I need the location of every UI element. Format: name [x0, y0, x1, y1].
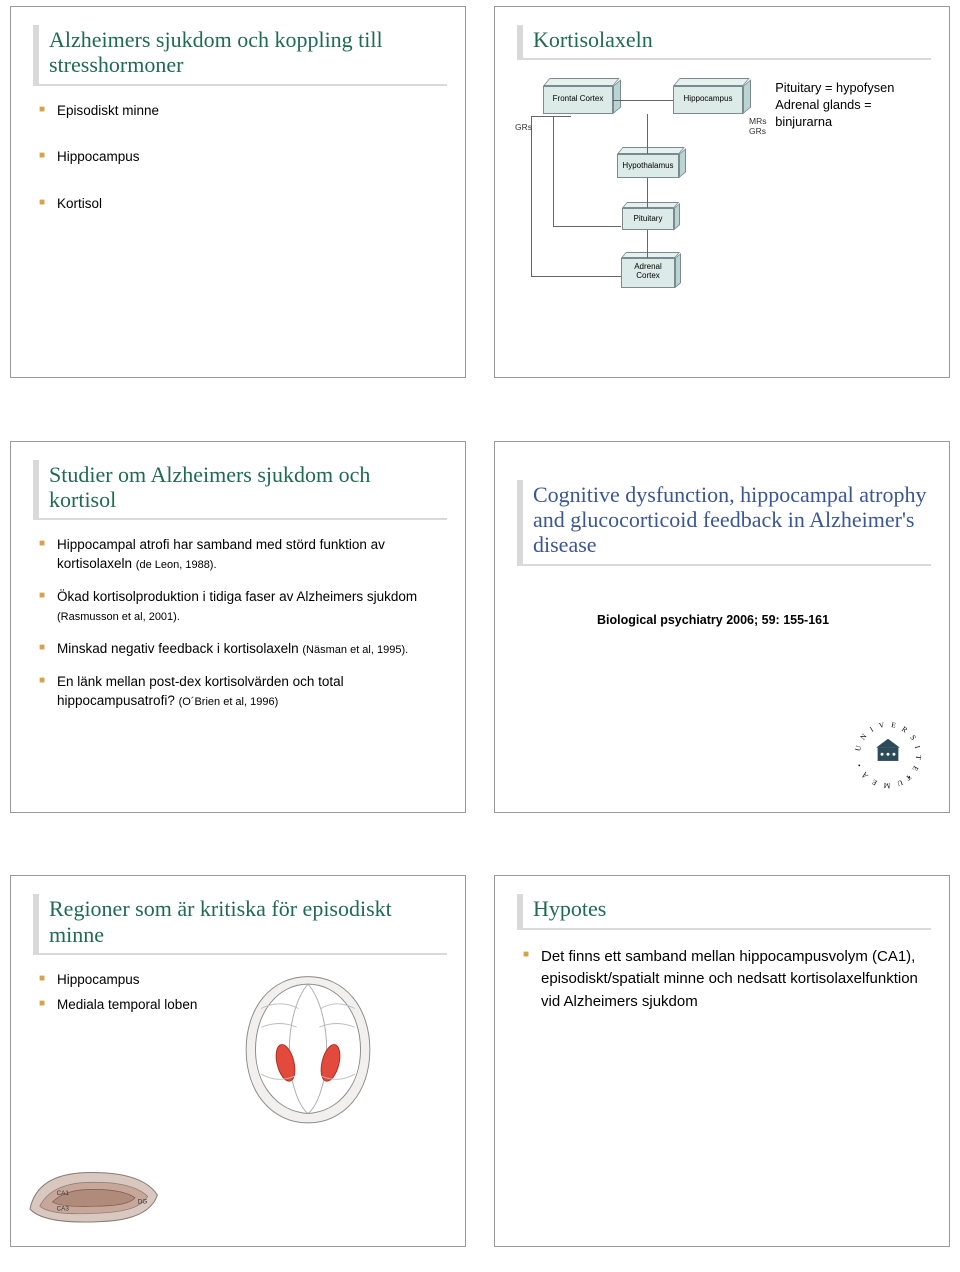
slide-body: Hippocampal atrofi har samband med störd…	[33, 536, 447, 724]
slide-body: Frontal Cortex Hippocampus Hypothalamus	[517, 76, 931, 300]
svg-text:• U M E Å •: • U M E Å •	[854, 760, 913, 790]
slide-title: Studier om Alzheimers sjukdom och kortis…	[49, 462, 443, 513]
bullet-item: Det finns ett samband mellan hippocampus…	[523, 946, 931, 1014]
slide-title: Cognitive dysfunction, hippocampal atrop…	[533, 482, 927, 558]
diagram-label-grs: GRs	[515, 122, 532, 132]
bullet-item: Hippocampal atrofi har samband med störd…	[39, 536, 447, 574]
bullet-item: Hippocampus	[39, 148, 447, 167]
diagram-label-mrs: MRs	[749, 116, 766, 126]
slide-body: Hippocampus Mediala temporal loben CA1 C	[33, 971, 447, 1236]
slide-1: Alzheimers sjukdom och koppling till str…	[10, 6, 466, 378]
diagram-box-hippocampus: Hippocampus	[673, 86, 743, 114]
slide-body: Det finns ett samband mellan hippocampus…	[517, 946, 931, 1028]
diagram-box-pituitary: Pituitary	[622, 208, 674, 230]
bullet-item: Ökad kortisolproduktion i tidiga faser a…	[39, 588, 447, 626]
slide-5: Regioner som är kritiska för episodiskt …	[10, 875, 466, 1247]
slide-6: Hypotes Det finns ett samband mellan hip…	[494, 875, 950, 1247]
title-wrap: Cognitive dysfunction, hippocampal atrop…	[517, 480, 931, 566]
bullet-item: Episodiskt minne	[39, 102, 447, 121]
slide-title: Hypotes	[533, 896, 927, 921]
title-wrap: Hypotes	[517, 894, 931, 929]
diagram-label-grs2: GRs	[749, 126, 766, 136]
title-wrap: Alzheimers sjukdom och koppling till str…	[33, 25, 447, 86]
reference-text: Biological psychiatry 2006; 59: 155-161	[597, 612, 931, 630]
slide-title: Alzheimers sjukdom och koppling till str…	[49, 27, 443, 78]
brain-ventral-illustration	[233, 971, 383, 1130]
slide-title: Regioner som är kritiska för episodiskt …	[49, 896, 443, 947]
bullet-item: Minskad negativ feedback i kortisolaxeln…	[39, 640, 447, 659]
slide-3: Studier om Alzheimers sjukdom och kortis…	[10, 441, 466, 813]
diagram-box-hypothalamus: Hypothalamus	[617, 154, 679, 178]
slide-title: Kortisolaxeln	[533, 27, 927, 52]
svg-text:CA1: CA1	[57, 1190, 70, 1197]
slide-4: Cognitive dysfunction, hippocampal atrop…	[494, 441, 950, 813]
title-wrap: Studier om Alzheimers sjukdom och kortis…	[33, 460, 447, 521]
bullet-item: Mediala temporal loben	[39, 996, 223, 1015]
bullet-item: Hippocampus	[39, 971, 223, 990]
annot-line: Pituitary = hypofysen	[775, 80, 931, 97]
diagram-box-adrenal: Adrenal Cortex	[621, 258, 675, 288]
hpa-axis-diagram: Frontal Cortex Hippocampus Hypothalamus	[517, 80, 765, 300]
annot-line: Adrenal glands = binjurarna	[775, 97, 931, 130]
slide-body: Episodiskt minne Hippocampus Kortisol	[33, 102, 447, 229]
slide-body: Biological psychiatry 2006; 59: 155-161	[597, 612, 931, 630]
svg-text:DG: DG	[138, 1199, 148, 1206]
bullet-item: Kortisol	[39, 195, 447, 214]
title-wrap: Regioner som är kritiska för episodiskt …	[33, 894, 447, 955]
title-wrap: Kortisolaxeln	[517, 25, 931, 60]
svg-text:CA3: CA3	[57, 1206, 70, 1213]
diagram-box-frontal: Frontal Cortex	[543, 86, 613, 114]
diagram-annotation: Pituitary = hypofysen Adrenal glands = b…	[775, 80, 931, 130]
slide-2: Kortisolaxeln Frontal Cortex Hippocampus	[494, 6, 950, 378]
slide-grid: Alzheimers sjukdom och koppling till str…	[10, 6, 950, 1266]
bullet-item: En länk mellan post-dex kortisolvärden o…	[39, 673, 447, 711]
umea-university-logo: U N I V E R S I T E T • U M E Å •	[851, 718, 925, 792]
hippocampus-section-illustration: CA1 CA3 DG	[23, 1160, 163, 1230]
